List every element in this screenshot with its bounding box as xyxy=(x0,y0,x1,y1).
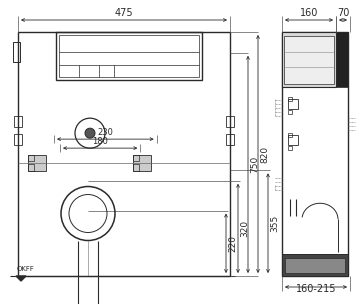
Polygon shape xyxy=(16,276,26,281)
Text: 475: 475 xyxy=(115,8,133,18)
Bar xyxy=(14,116,22,127)
Bar xyxy=(288,110,292,114)
Bar xyxy=(13,42,20,62)
Text: 180: 180 xyxy=(92,136,108,146)
Bar xyxy=(59,35,199,77)
Bar xyxy=(226,134,234,145)
Bar xyxy=(226,116,234,127)
Bar xyxy=(14,134,22,145)
Bar xyxy=(133,155,139,161)
Bar xyxy=(28,164,34,171)
Bar xyxy=(288,99,298,109)
Text: 820: 820 xyxy=(260,145,269,163)
Text: 230: 230 xyxy=(98,128,113,136)
Bar xyxy=(285,258,345,273)
Bar xyxy=(18,32,230,276)
Circle shape xyxy=(85,128,95,138)
Bar xyxy=(28,155,46,171)
Text: 160-215: 160-215 xyxy=(296,284,336,294)
Text: 160: 160 xyxy=(300,8,318,18)
Text: 220: 220 xyxy=(228,235,237,252)
Bar xyxy=(133,164,139,171)
Bar xyxy=(288,133,292,137)
Text: 70: 70 xyxy=(337,8,349,18)
Bar xyxy=(28,155,34,161)
Bar xyxy=(282,32,336,87)
Bar xyxy=(336,32,348,87)
Bar xyxy=(56,32,202,80)
Bar xyxy=(284,36,334,84)
Bar xyxy=(288,135,298,145)
Bar xyxy=(282,32,348,276)
Text: 750: 750 xyxy=(250,156,259,173)
Bar xyxy=(288,146,292,150)
Bar xyxy=(288,97,292,101)
Text: 320: 320 xyxy=(240,220,249,237)
Text: 355: 355 xyxy=(270,215,279,232)
Bar xyxy=(282,254,348,276)
Bar xyxy=(133,155,151,171)
Text: OKFF: OKFF xyxy=(17,266,35,272)
